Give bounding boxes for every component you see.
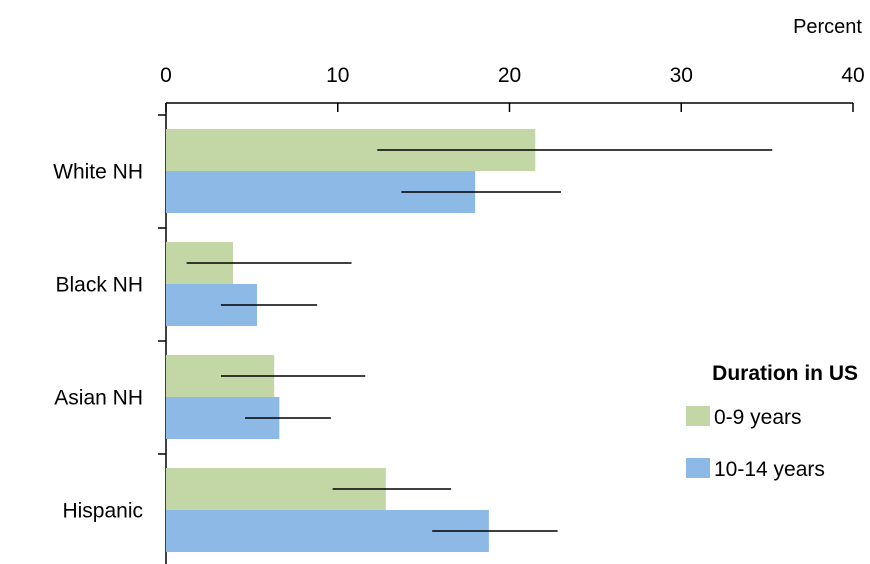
- x-axis: 0 10 20 30 40: [160, 64, 865, 112]
- category-label: Hispanic: [62, 500, 143, 523]
- legend-label: 0-9 years: [714, 406, 802, 429]
- legend-swatch: [686, 406, 710, 426]
- x-tick-label: 30: [670, 64, 693, 87]
- error-bars: [186, 149, 773, 532]
- category-label: Asian NH: [54, 387, 143, 410]
- unit-label: Percent: [793, 16, 862, 38]
- y-axis: White NH Black NH Asian NH Hispanic: [53, 103, 167, 564]
- legend-swatch: [686, 458, 710, 478]
- legend-title: Duration in US: [712, 362, 858, 385]
- x-tick-label: 0: [160, 64, 172, 87]
- legend: Duration in US 0-9 years 10-14 years: [686, 362, 858, 481]
- x-tick-label: 10: [326, 64, 349, 87]
- category-label: Black NH: [55, 274, 143, 297]
- legend-label: 10-14 years: [714, 458, 825, 481]
- category-label: White NH: [53, 161, 143, 184]
- x-tick-label: 20: [498, 64, 521, 87]
- x-tick-label: 40: [841, 64, 864, 87]
